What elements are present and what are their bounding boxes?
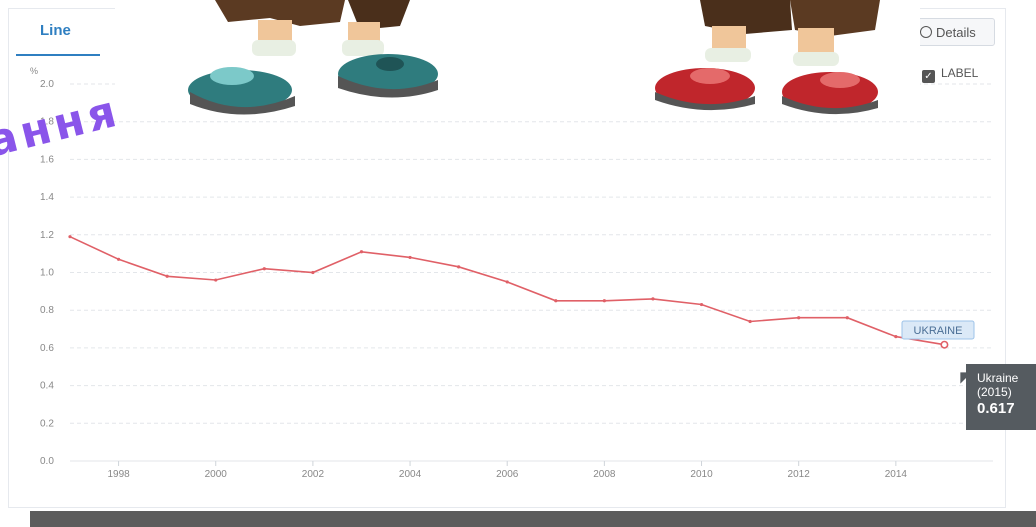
tooltip-year: (2015) <box>977 385 1012 399</box>
x-tick-label: 2012 <box>788 469 811 480</box>
data-point[interactable] <box>408 255 412 260</box>
tab-line-label: Line <box>40 22 71 39</box>
data-point[interactable] <box>602 299 606 303</box>
x-tick-label: 2006 <box>496 469 519 480</box>
details-icon <box>920 26 932 38</box>
details-label: Details <box>936 25 976 40</box>
data-point[interactable] <box>699 302 704 307</box>
x-tick-label: 1998 <box>107 469 130 480</box>
y-tick-label: 0.2 <box>40 418 54 429</box>
y-axis: 0.0 0.2 0.4 0.6 0.8 1.0 1.2 1.4 1.6 1.8 2.0 <box>40 79 54 467</box>
y-tick-label: 0.0 <box>40 456 54 467</box>
x-tick-label: 2004 <box>399 469 422 480</box>
x-tick-label: 2014 <box>885 469 908 480</box>
data-point[interactable] <box>505 280 509 284</box>
data-point[interactable] <box>554 299 558 303</box>
x-tick-label: 2000 <box>205 469 228 480</box>
data-point[interactable] <box>651 297 655 301</box>
data-point[interactable] <box>165 274 169 278</box>
y-tick-label: 0.8 <box>40 305 54 316</box>
x-tick-label: 2002 <box>302 469 325 480</box>
data-point[interactable] <box>359 250 364 254</box>
y-tick-label: 1.4 <box>40 192 54 203</box>
data-point[interactable] <box>214 278 218 282</box>
y-tick-label: 0.6 <box>40 343 54 354</box>
data-point[interactable] <box>262 267 266 271</box>
y-tick-label: 1.2 <box>40 230 54 241</box>
tooltip-country: Ukraine <box>977 371 1019 385</box>
series-tag: UKRAINE <box>901 320 975 340</box>
grid-lines <box>70 83 993 462</box>
x-tick-label: 2010 <box>690 469 713 480</box>
data-point[interactable] <box>797 316 801 320</box>
data-point[interactable] <box>457 265 461 269</box>
y-tick-label: 0.4 <box>40 381 54 392</box>
series-line-ukraine <box>69 235 945 346</box>
x-tick-label: 2008 <box>593 469 616 480</box>
y-tick-label: 1.8 <box>40 117 54 128</box>
data-points <box>68 235 949 349</box>
label-toggle-text: LABEL <box>941 66 979 80</box>
data-tooltip: Ukraine (2015) 0.617 <box>966 364 1036 430</box>
label-toggle[interactable]: ✓ LABEL <box>922 66 978 83</box>
tooltip-value: 0.617 <box>977 400 1015 417</box>
data-point[interactable] <box>940 340 949 349</box>
data-point[interactable] <box>748 319 752 324</box>
data-point[interactable] <box>116 257 121 261</box>
series-tag-label: UKRAINE <box>914 325 963 337</box>
cartoon-feet-illustration <box>115 0 920 118</box>
data-point[interactable] <box>68 235 72 239</box>
y-tick-label: 1.6 <box>40 154 54 165</box>
y-axis-label: % <box>30 66 38 76</box>
checkbox-icon[interactable]: ✓ <box>922 70 935 83</box>
y-tick-label: 2.0 <box>40 79 54 90</box>
x-axis: 1998 2000 2002 2004 2006 2008 2010 2012 2014 <box>107 461 907 480</box>
tab-line[interactable]: Line <box>16 18 100 56</box>
data-point[interactable] <box>845 316 849 320</box>
data-point[interactable] <box>894 334 898 339</box>
data-point[interactable] <box>311 270 315 275</box>
y-tick-label: 1.0 <box>40 268 54 279</box>
bottom-bar <box>30 511 1036 527</box>
